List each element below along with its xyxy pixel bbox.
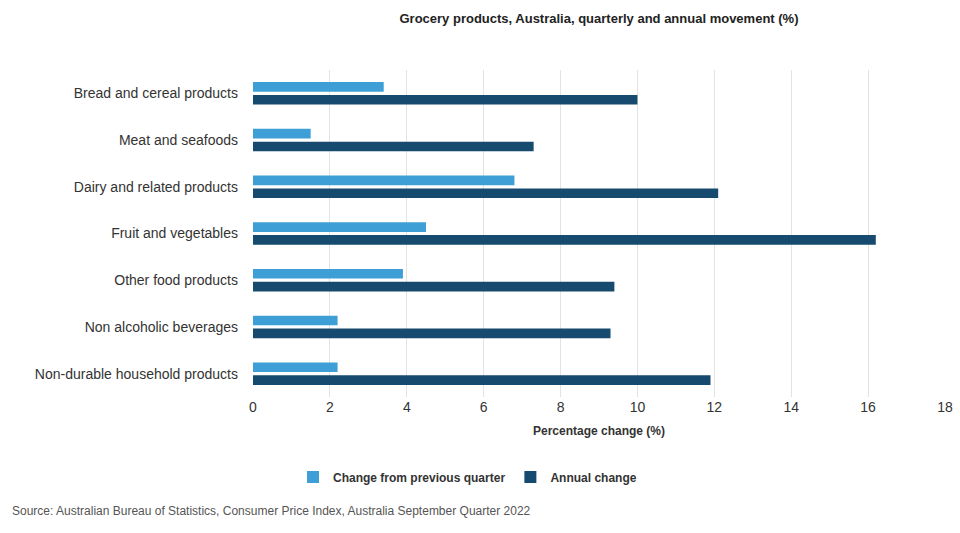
svg-text:Source: Australian Bureau of S: Source: Australian Bureau of Statistics,…: [12, 504, 531, 518]
svg-text:Change from previous quarter: Change from previous quarter: [333, 471, 505, 485]
svg-text:0: 0: [249, 399, 257, 415]
svg-text:16: 16: [860, 399, 876, 415]
svg-text:Bread and cereal products: Bread and cereal products: [74, 85, 238, 101]
svg-text:4: 4: [403, 399, 411, 415]
svg-text:6: 6: [480, 399, 488, 415]
svg-text:Annual change: Annual change: [550, 471, 636, 485]
svg-text:Meat and seafoods: Meat and seafoods: [119, 132, 238, 148]
svg-text:18: 18: [937, 399, 953, 415]
svg-text:Fruit and vegetables: Fruit and vegetables: [111, 225, 238, 241]
svg-text:2: 2: [326, 399, 334, 415]
svg-text:12: 12: [707, 399, 723, 415]
svg-text:Non-durable household products: Non-durable household products: [35, 366, 238, 382]
svg-text:Non alcoholic beverages: Non alcoholic beverages: [85, 319, 238, 335]
svg-text:Dairy and related products: Dairy and related products: [74, 179, 238, 195]
svg-text:Other food products: Other food products: [114, 272, 238, 288]
svg-text:10: 10: [630, 399, 646, 415]
svg-text:Grocery products, Australia, q: Grocery products, Australia, quarterly a…: [399, 11, 798, 26]
svg-text:14: 14: [783, 399, 799, 415]
svg-text:8: 8: [557, 399, 565, 415]
svg-text:Percentage change (%): Percentage change (%): [533, 424, 665, 438]
